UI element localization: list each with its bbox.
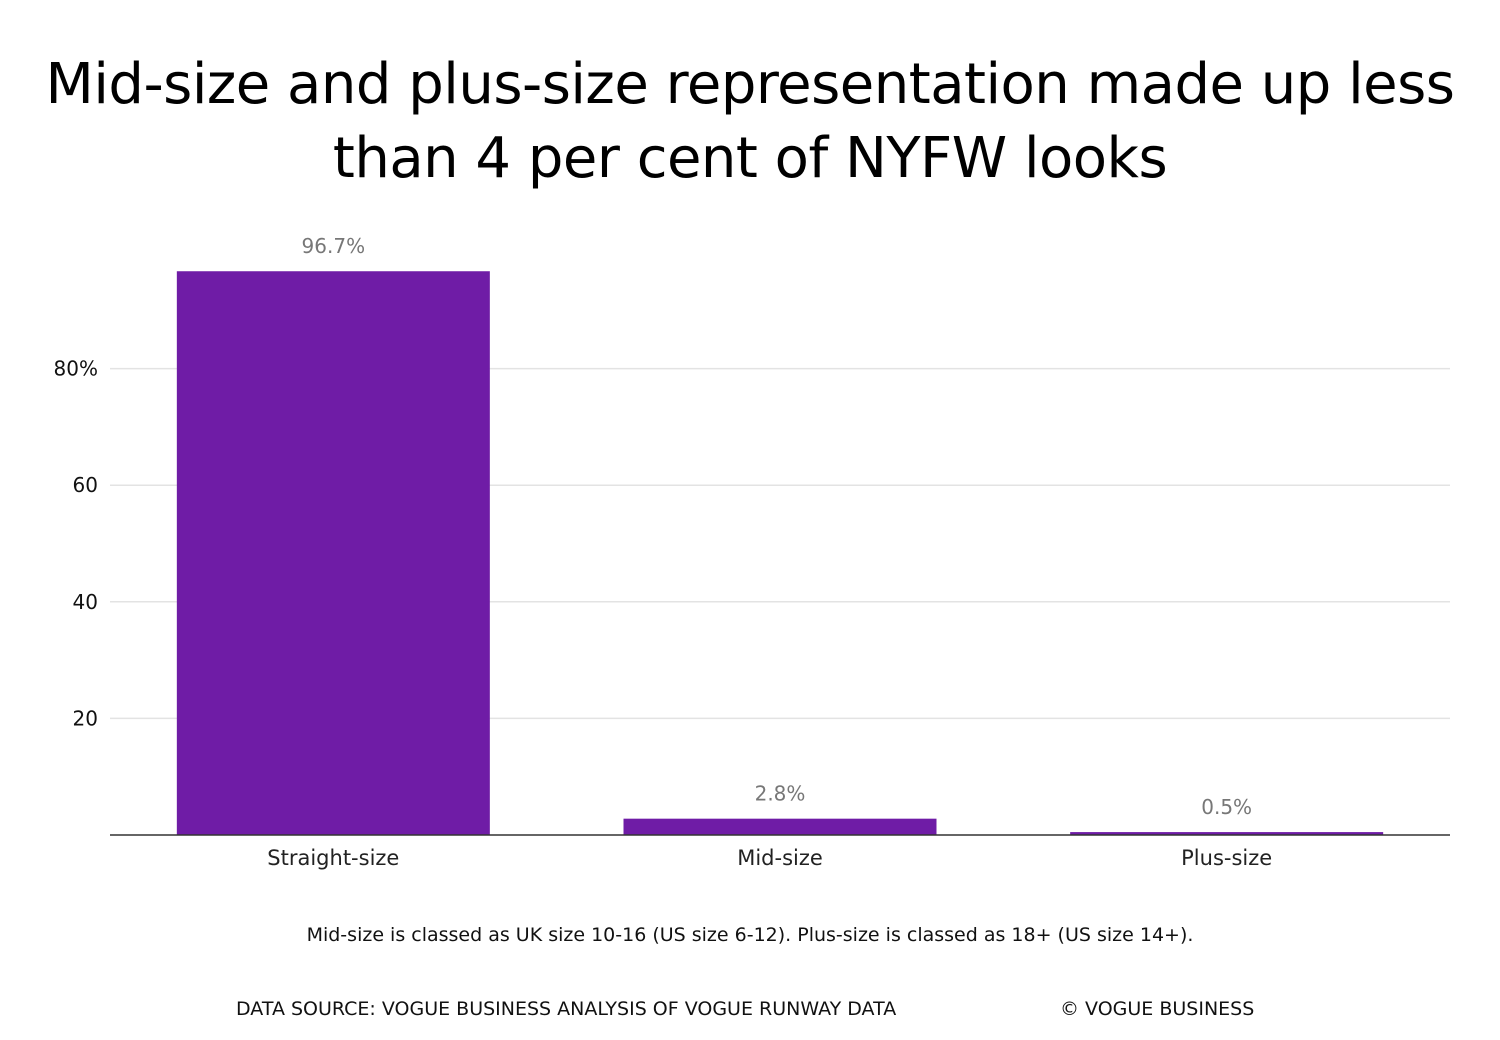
chart-title: Mid-size and plus-size representation ma… (45, 52, 1455, 191)
data-label: 96.7% (302, 234, 366, 258)
data-label: 2.8% (755, 782, 806, 806)
y-tick-label: 60 (73, 473, 98, 497)
bar-mid-size (623, 818, 937, 835)
copyright: © VOGUE BUSINESS (1060, 998, 1255, 1020)
bar-straight-size (176, 271, 490, 835)
x-tick-label: Straight-size (267, 846, 399, 870)
y-tick-label: 40 (73, 590, 98, 614)
data-label: 0.5% (1201, 795, 1252, 819)
y-tick-label: 20 (73, 706, 98, 730)
y-tick-label: 80% (54, 357, 98, 381)
bar-chart: 20 40 60 80% 96.7% Straight-size 2.8% Mid-size 0… (54, 234, 1450, 870)
x-tick-label: Mid-size (737, 846, 823, 870)
footnote: Mid-size is classed as UK size 10-16 (US… (306, 924, 1194, 946)
data-source: DATA SOURCE: VOGUE BUSINESS ANALYSIS OF … (236, 998, 897, 1020)
bar-plus-size (1070, 832, 1384, 835)
x-tick-label: Plus-size (1181, 846, 1272, 870)
